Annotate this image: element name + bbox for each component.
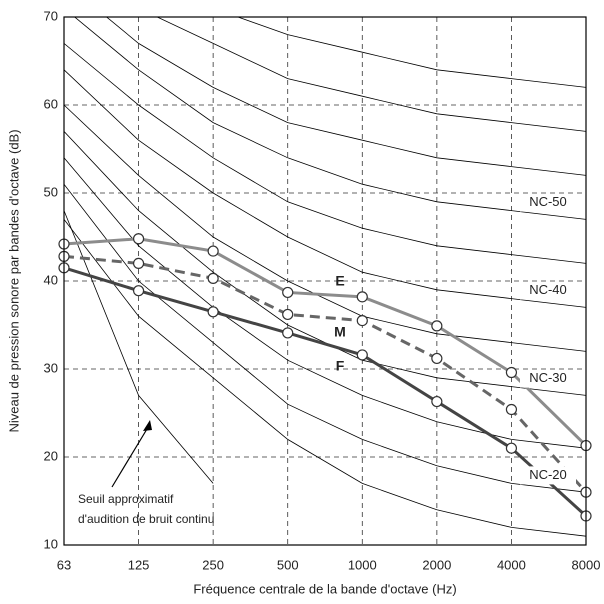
nc-curve (236, 17, 586, 88)
data-point (132, 285, 145, 297)
nc-label: NC-30 (529, 370, 567, 385)
threshold-arrowhead (143, 420, 152, 431)
data-point (207, 306, 219, 318)
series-line (63, 254, 588, 494)
y-axis-title: Niveau de pression sonore par bandes d'o… (6, 129, 21, 432)
threshold-arrow (111, 423, 151, 488)
nc-curve (64, 157, 586, 449)
grid (63, 16, 587, 546)
nc-label-bg (520, 193, 576, 212)
data-point (505, 403, 518, 416)
plot-frame (63, 16, 587, 546)
y-tick-label: 70 (44, 8, 58, 23)
data-point (356, 291, 368, 303)
nc-curves (64, 17, 586, 537)
y-tick-label: 20 (44, 448, 58, 463)
y-tick-label: 10 (44, 536, 58, 551)
series-label: E (335, 273, 344, 289)
nc-curve (64, 43, 586, 264)
data-point (356, 315, 368, 327)
nc-curve (64, 104, 586, 352)
nc-label-bg (520, 466, 576, 485)
threshold-curve (64, 210, 214, 484)
data-point (282, 308, 294, 321)
y-tick-label: 40 (44, 272, 58, 287)
data-point (207, 245, 219, 257)
data-point (431, 395, 443, 408)
data-point (431, 352, 443, 365)
x-axis-title: Fréquence centrale de la bande d'octave … (193, 581, 456, 596)
nc-curve (64, 183, 586, 493)
data-point (505, 442, 518, 454)
series-line (63, 266, 588, 518)
y-tick-label: 30 (44, 360, 58, 375)
nc-label-bg (520, 369, 576, 388)
data-point (431, 320, 443, 332)
nc-label-bg (520, 281, 576, 300)
nc-label: NC-50 (529, 194, 567, 209)
data-point (132, 257, 145, 269)
y-tick-label: 50 (44, 184, 58, 199)
y-tick-label: 60 (44, 96, 58, 111)
data-point (132, 233, 145, 245)
nc-curve (105, 17, 586, 176)
x-tick-label: 500 (277, 557, 299, 572)
x-tick-label: 250 (202, 557, 224, 572)
x-tick-label: 8000 (572, 557, 601, 572)
nc-label: NC-20 (529, 467, 567, 482)
data-point (282, 286, 294, 299)
x-tick-label: 125 (128, 557, 150, 572)
x-tick-label: 2000 (422, 557, 451, 572)
data-point (505, 366, 518, 379)
nc-curve (74, 17, 586, 220)
x-tick-label: 1000 (348, 557, 377, 572)
x-tick-label: 4000 (497, 557, 526, 572)
x-tick-label: 63 (57, 557, 71, 572)
data-point (356, 349, 368, 361)
nc-curve (64, 219, 586, 537)
nc-curve (64, 69, 586, 308)
nc-curve (156, 17, 586, 132)
nc-label: NC-40 (529, 282, 567, 297)
series-line (63, 237, 588, 447)
series-label: F (336, 358, 345, 374)
data-point (207, 272, 219, 284)
series-label: M (334, 324, 346, 340)
threshold-label: d'audition de bruit continu (78, 512, 214, 526)
threshold-label: Seuil approximatif (78, 492, 174, 506)
data-point (282, 327, 294, 339)
